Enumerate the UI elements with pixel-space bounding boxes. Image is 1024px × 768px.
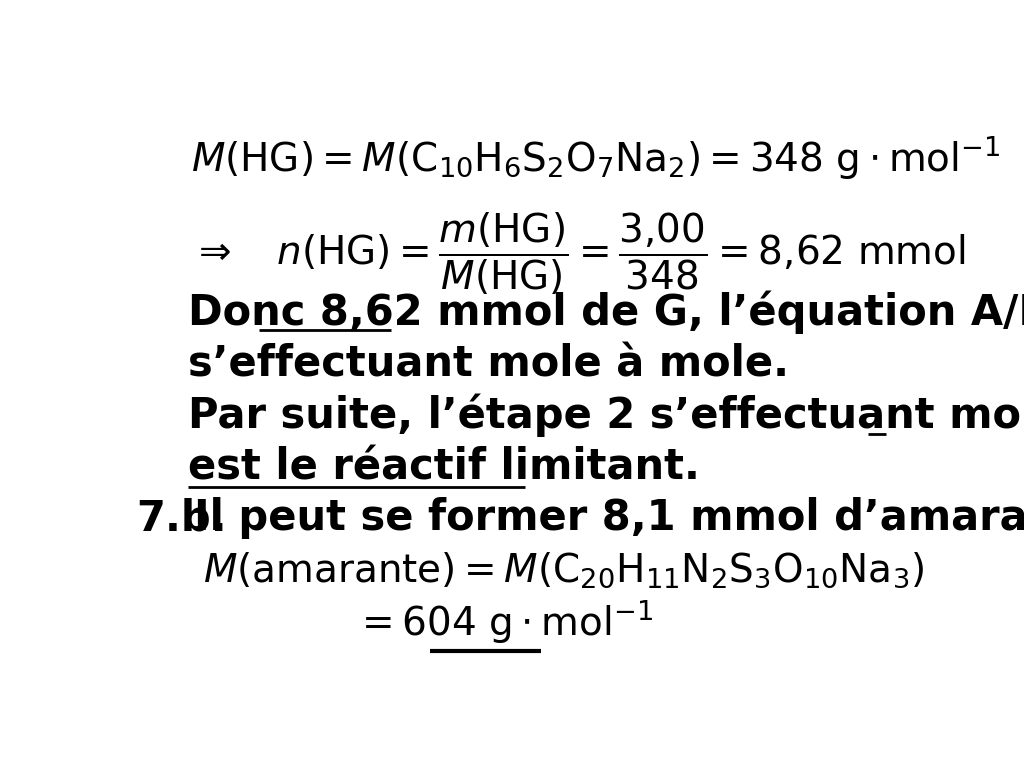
Text: $M(\mathrm{HG}) = M(\mathrm{C_{10}H_6S_2O_7Na_2}) = 348\ \mathrm{g \cdot mol^{-1: $M(\mathrm{HG}) = M(\mathrm{C_{10}H_6S_2… <box>191 134 1001 180</box>
Text: $M(\mathrm{amarante}) = M(\mathrm{C_{20}H_{11}N_2S_3O_{10}Na_3})$: $M(\mathrm{amarante}) = M(\mathrm{C_{20}… <box>204 551 925 590</box>
Text: $= 604\ \mathrm{g \cdot mol^{-1}}$: $= 604\ \mathrm{g \cdot mol^{-1}}$ <box>354 598 653 645</box>
Text: s’effectuant mole à mole.: s’effectuant mole à mole. <box>187 343 788 386</box>
Text: Donc 8,62 mmol de G, l’équation A/B du 3: Donc 8,62 mmol de G, l’équation A/B du 3 <box>187 290 1024 334</box>
Text: Par suite, l’étape 2 s’effectuant mole à mole, F: Par suite, l’étape 2 s’effectuant mole à… <box>187 394 1024 437</box>
Text: est le réactif limitant.: est le réactif limitant. <box>187 447 699 489</box>
Text: $\Rightarrow \quad n(\mathrm{HG}) = \dfrac{m(\mathrm{HG})}{M(\mathrm{HG})} = \df: $\Rightarrow \quad n(\mathrm{HG}) = \dfr… <box>191 210 967 296</box>
Text: 7.b.: 7.b. <box>136 497 226 539</box>
Text: Il peut se former 8,1 mmol d’amarante ;: Il peut se former 8,1 mmol d’amarante ; <box>194 497 1024 539</box>
